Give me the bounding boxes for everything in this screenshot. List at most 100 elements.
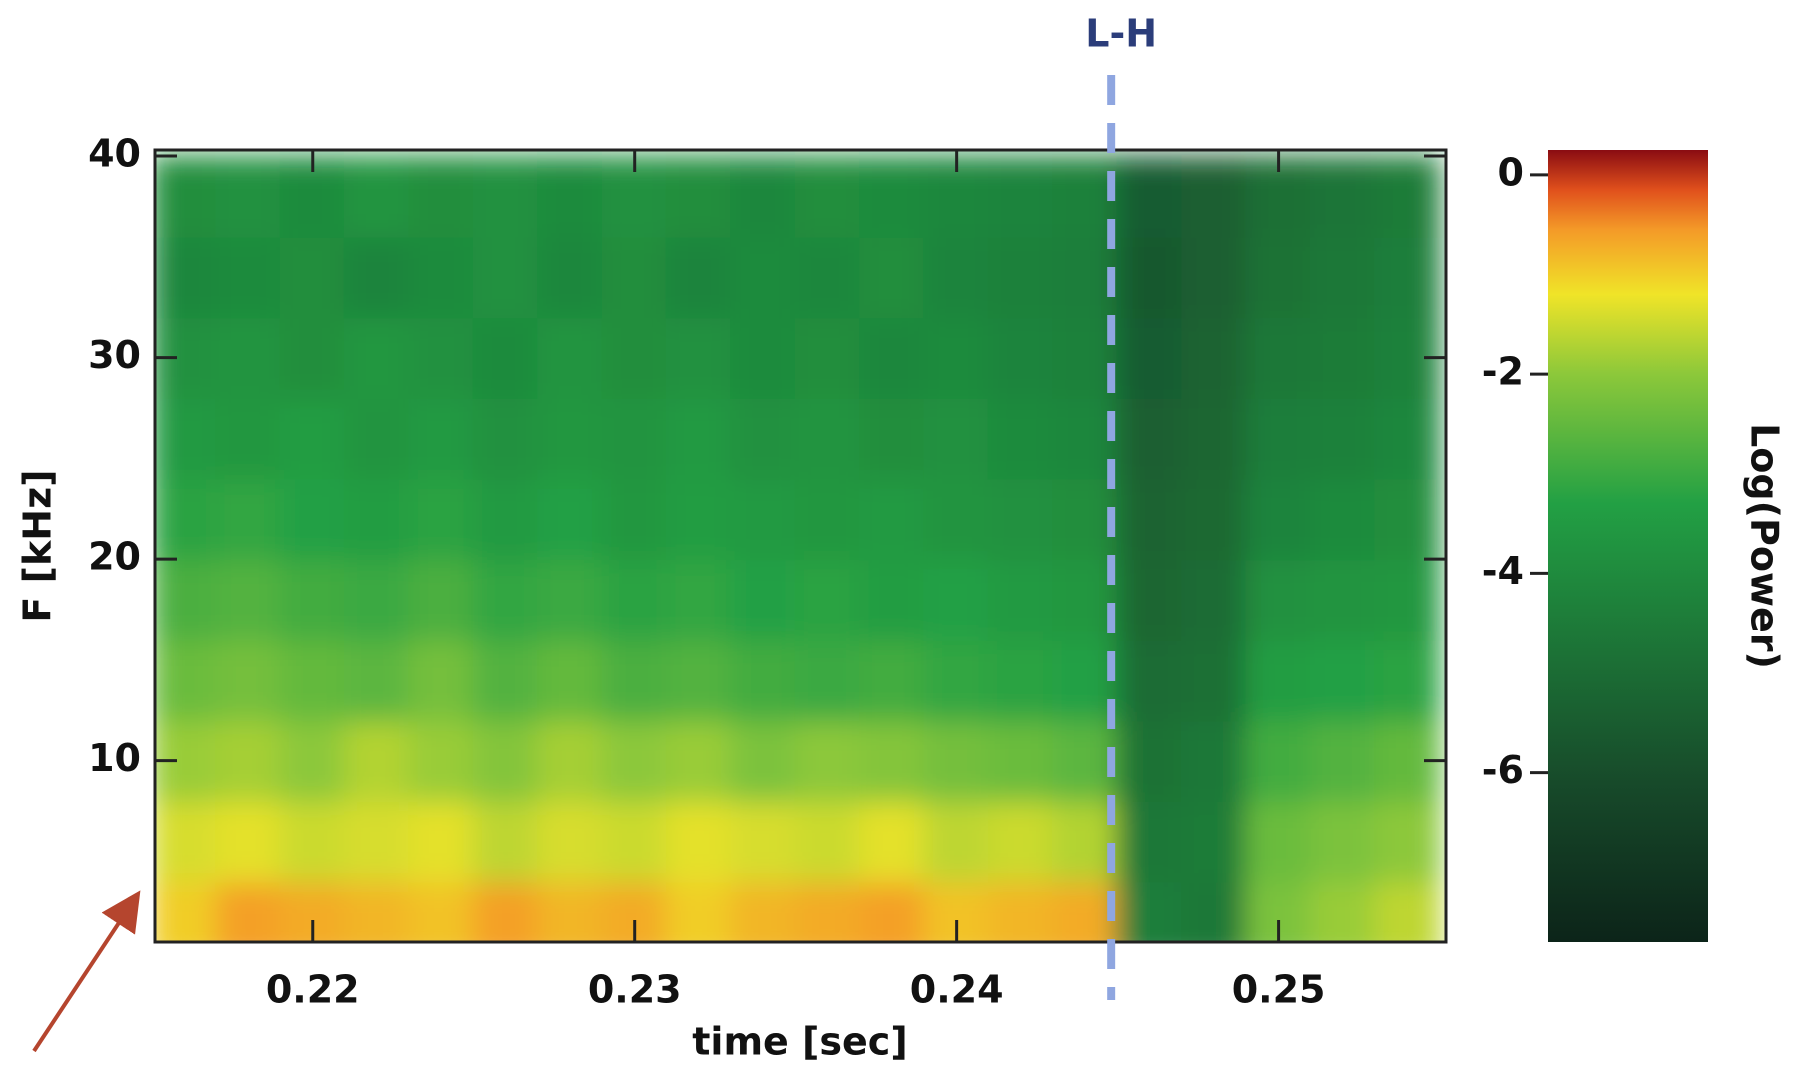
y-tick-label: 10 <box>88 736 141 780</box>
heatmap-cell <box>859 316 926 399</box>
heatmap-cell <box>408 477 475 561</box>
heatmap-cell <box>859 638 926 722</box>
heatmap-cell <box>155 477 218 561</box>
heatmap-cell <box>537 558 604 641</box>
heatmap-cell <box>923 638 990 722</box>
heatmap-cell <box>1309 719 1377 802</box>
heatmap-cell <box>343 396 411 480</box>
heatmap-cell <box>601 235 668 319</box>
heatmap-cell <box>987 155 1055 238</box>
heatmap-cell <box>408 799 475 883</box>
heatmap-cell <box>279 638 346 722</box>
heatmap-cell <box>1181 558 1248 641</box>
y-tick-label: 20 <box>88 535 141 579</box>
heatmap-cell <box>472 880 540 942</box>
heatmap-cell <box>1116 316 1184 399</box>
heatmap-cell <box>215 477 282 561</box>
heatmap-cell <box>408 880 475 942</box>
heatmap-cell <box>1374 235 1441 319</box>
heatmap-cell <box>1181 316 1248 399</box>
colorbar <box>1548 150 1708 942</box>
heatmap-cell <box>1374 799 1441 883</box>
heatmap-cell <box>155 396 218 480</box>
heatmap-cell <box>665 558 733 641</box>
heatmap-cell <box>601 638 668 722</box>
heatmap-cell <box>665 477 733 561</box>
x-tick-label: 0.25 <box>1232 968 1326 1012</box>
heatmap-cell <box>408 235 475 319</box>
heatmap-cell <box>987 799 1055 883</box>
heatmap-cell <box>155 235 218 319</box>
x-tick-label: 0.24 <box>910 968 1004 1012</box>
heatmap-cell <box>1116 155 1184 238</box>
heatmap-cell <box>923 477 990 561</box>
heatmap-cell <box>794 396 862 480</box>
heatmap-cell <box>859 880 926 942</box>
heatmap-cell <box>537 799 604 883</box>
heatmap-cell <box>472 477 540 561</box>
heatmap-cell <box>1309 799 1377 883</box>
heatmap-cell <box>1245 396 1312 480</box>
heatmap-cell <box>1116 880 1184 942</box>
heatmap-cell <box>665 316 733 399</box>
heatmap-cell <box>472 316 540 399</box>
heatmap-cell <box>665 235 733 319</box>
y-tick-label: 40 <box>88 132 141 176</box>
heatmap-cell <box>1116 638 1184 722</box>
heatmap-cell <box>343 558 411 641</box>
heatmap-cell <box>343 235 411 319</box>
x-tick-label: 0.22 <box>266 968 360 1012</box>
heatmap-cell <box>859 235 926 319</box>
heatmap-cell <box>1245 235 1312 319</box>
heatmap-cell <box>343 719 411 802</box>
heatmap-cell <box>1181 638 1248 722</box>
heatmap-cell <box>1116 558 1184 641</box>
heatmap-cell <box>730 880 797 942</box>
heatmap-cell <box>794 799 862 883</box>
heatmap-cell <box>987 235 1055 319</box>
heatmap-cell <box>1245 558 1312 641</box>
heatmap-cell <box>1309 638 1377 722</box>
heatmap-cell <box>1245 477 1312 561</box>
heatmap-cell <box>601 799 668 883</box>
heatmap-cell <box>408 396 475 480</box>
heatmap-cell <box>794 235 862 319</box>
heatmap-cell <box>859 799 926 883</box>
heatmap-cell <box>1309 880 1377 942</box>
heatmap-cell <box>665 638 733 722</box>
heatmap-cell <box>794 477 862 561</box>
heatmap-cell <box>215 799 282 883</box>
heatmap-cell <box>537 316 604 399</box>
heatmap-cell <box>794 316 862 399</box>
heatmap-cell <box>215 155 282 238</box>
heatmap-cell <box>1245 316 1312 399</box>
heatmap-cell <box>1116 477 1184 561</box>
heatmap-cell <box>859 155 926 238</box>
heatmap-cell <box>1181 880 1248 942</box>
heatmap-cell <box>859 396 926 480</box>
colorbar-tick-label: -2 <box>1482 350 1524 394</box>
heatmap-cell <box>987 880 1055 942</box>
heatmap-cell <box>923 396 990 480</box>
heatmap-cell <box>472 719 540 802</box>
heatmap-cell <box>1181 155 1248 238</box>
heatmap-cell <box>537 719 604 802</box>
heatmap-cell <box>601 316 668 399</box>
heatmap-cell <box>537 638 604 722</box>
heatmap-cell <box>472 638 540 722</box>
y-tick-label: 30 <box>88 333 141 377</box>
heatmap-cell <box>1374 638 1441 722</box>
heatmap-cell <box>472 799 540 883</box>
heatmap-cell <box>343 638 411 722</box>
heatmap-cell <box>537 235 604 319</box>
heatmap-cell <box>923 558 990 641</box>
heatmap-cell <box>859 558 926 641</box>
heatmap-cell <box>859 477 926 561</box>
heatmap-cell <box>215 396 282 480</box>
heatmap-cell <box>155 155 218 238</box>
heatmap-cell <box>665 396 733 480</box>
heatmap-cell <box>1116 396 1184 480</box>
colorbar-tick-label: 0 <box>1498 150 1524 194</box>
annotation-label: L-H <box>1085 12 1157 56</box>
